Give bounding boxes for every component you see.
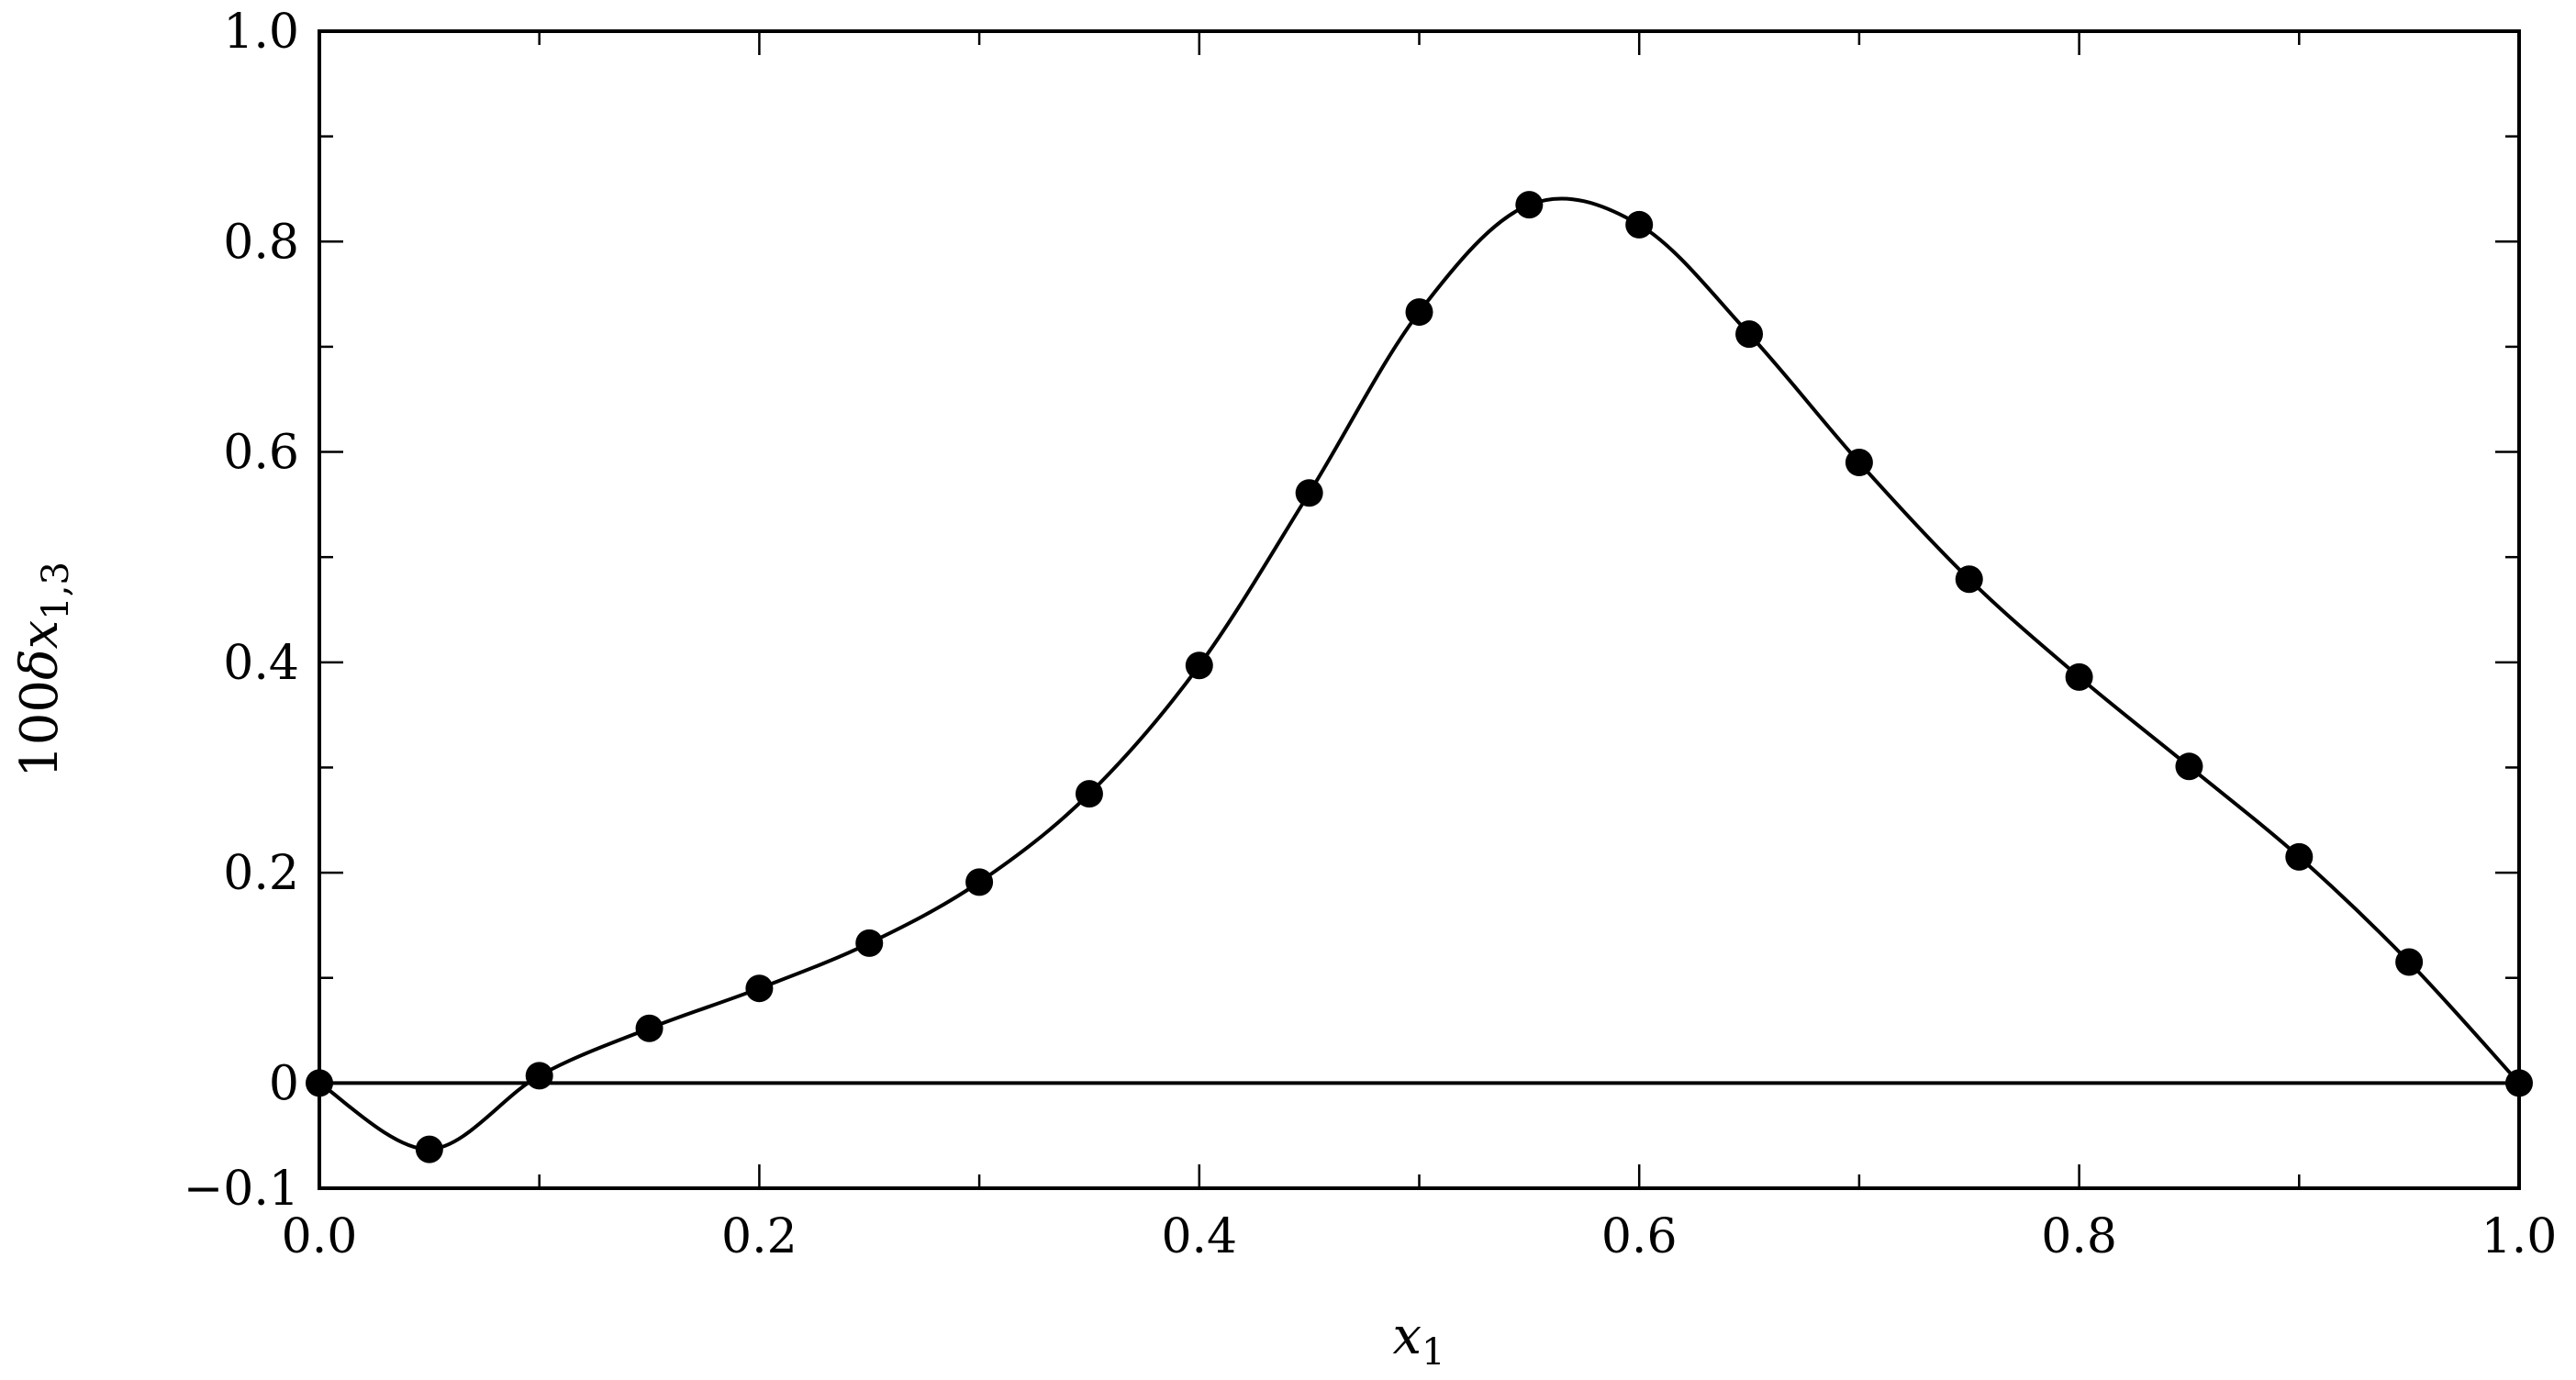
x-tick-label: 1.0 bbox=[2481, 1209, 2558, 1264]
data-point bbox=[415, 1135, 443, 1163]
y-axis-title: 100δx1,3 bbox=[10, 562, 77, 778]
y-tick-label: 0.4 bbox=[223, 636, 299, 691]
data-point bbox=[1625, 210, 1654, 239]
x-axis-var: x bbox=[1392, 1307, 1422, 1366]
data-markers bbox=[306, 191, 2533, 1163]
data-point bbox=[2065, 662, 2093, 691]
data-point bbox=[1735, 320, 1764, 349]
y-tick-label: 0 bbox=[269, 1056, 299, 1111]
y-axis-delta: δ bbox=[10, 649, 70, 680]
y-axis-sub: 1,3 bbox=[35, 562, 77, 620]
minor-ticks bbox=[319, 31, 2519, 1188]
y-tick-label: −0.1 bbox=[184, 1162, 299, 1217]
y-tick-labels: −0.1 0 0.2 0.4 0.6 0.8 1.0 bbox=[184, 5, 299, 1217]
x-axis-sub: 1 bbox=[1422, 1331, 1444, 1374]
data-point bbox=[525, 1062, 553, 1090]
data-point bbox=[1955, 565, 1983, 594]
y-axis-prefix: 100 bbox=[10, 680, 70, 778]
data-point bbox=[1295, 479, 1323, 507]
data-point bbox=[1515, 191, 1544, 219]
data-point bbox=[1185, 651, 1213, 680]
data-point bbox=[2175, 752, 2203, 781]
data-point bbox=[635, 1014, 664, 1042]
x-axis-title: x1 bbox=[1392, 1307, 1444, 1374]
data-point bbox=[2395, 948, 2424, 976]
y-axis-var: x bbox=[10, 620, 70, 650]
x-tick-label: 0.6 bbox=[1601, 1209, 1678, 1264]
x-tick-label: 0.8 bbox=[2041, 1209, 2117, 1264]
x-tick-labels: 0.0 0.2 0.4 0.6 0.8 1.0 bbox=[282, 1209, 2558, 1264]
x-tick-label: 0.2 bbox=[721, 1209, 797, 1264]
data-point bbox=[1405, 298, 1433, 327]
series-line bbox=[318, 196, 2521, 1152]
data-point bbox=[1075, 780, 1103, 808]
data-point bbox=[1845, 449, 1873, 477]
data-point bbox=[855, 929, 884, 957]
data-point bbox=[965, 868, 994, 896]
data-point bbox=[2285, 842, 2314, 871]
y-tick-label: 0.6 bbox=[223, 426, 299, 481]
y-tick-label: 0.8 bbox=[223, 215, 299, 270]
x-tick-label: 0.4 bbox=[1161, 1209, 1237, 1264]
y-tick-label: 0.2 bbox=[223, 846, 299, 901]
x-tick-label: 0.0 bbox=[282, 1209, 358, 1264]
plot-frame bbox=[318, 29, 2521, 1190]
y-tick-label: 1.0 bbox=[223, 5, 299, 60]
data-point bbox=[745, 974, 774, 1003]
